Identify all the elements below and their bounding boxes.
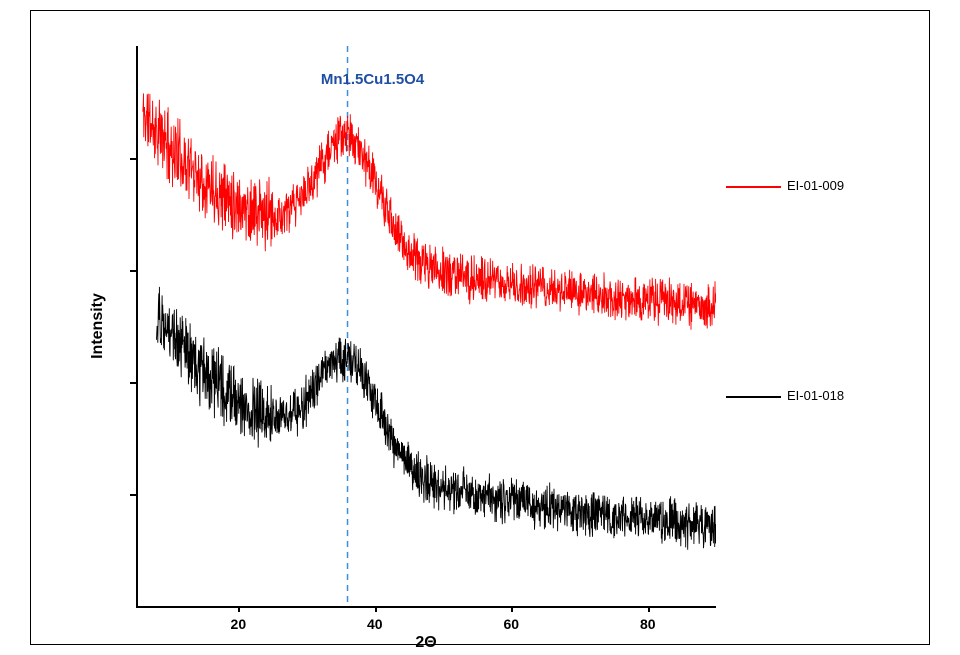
legend-label-ei-01-018: EI-01-018 — [787, 388, 844, 403]
y-axis-title: Intensity — [89, 293, 107, 359]
y-tick — [130, 270, 136, 272]
x-axis-line — [136, 606, 716, 608]
x-tick-label: 40 — [367, 616, 383, 632]
peak-phase-label: Mn1.5Cu1.5O4 — [321, 71, 424, 88]
legend-swatch-ei-01-018 — [726, 396, 781, 398]
y-axis-line — [136, 46, 138, 606]
x-tick — [511, 606, 513, 612]
x-tick-label: 60 — [503, 616, 519, 632]
spectrum-ei-01-018 — [157, 287, 717, 550]
plot-svg — [136, 46, 716, 606]
y-tick — [130, 382, 136, 384]
x-tick-label: 20 — [231, 616, 247, 632]
x-tick-label: 80 — [640, 616, 656, 632]
x-tick — [238, 606, 240, 612]
figure-frame: Intensity 2Θ Mn1.5Cu1.5O4 EI-01-009 EI-0… — [30, 10, 930, 645]
y-tick — [130, 494, 136, 496]
plot-area — [136, 46, 716, 606]
legend-swatch-ei-01-009 — [726, 186, 781, 188]
x-tick — [375, 606, 377, 612]
y-tick — [130, 158, 136, 160]
x-axis-title: 2Θ — [415, 634, 436, 652]
spectrum-ei-01-009 — [143, 93, 716, 329]
x-tick — [648, 606, 650, 612]
legend-label-ei-01-009: EI-01-009 — [787, 178, 844, 193]
